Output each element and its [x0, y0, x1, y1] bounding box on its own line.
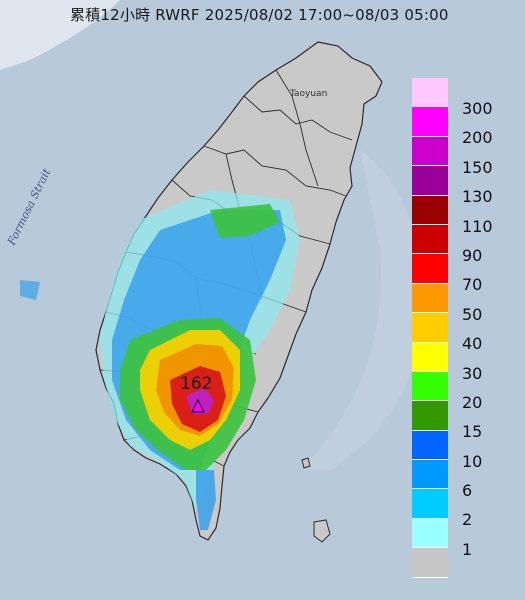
island-green — [301, 457, 311, 469]
legend-swatch — [412, 518, 448, 549]
legend-label: 150 — [462, 157, 493, 177]
city-label: Taoyuan — [289, 89, 327, 99]
legend-swatch — [412, 78, 448, 108]
sea-relief — [300, 150, 422, 470]
legend-label: 50 — [462, 304, 483, 324]
legend-color-scale — [412, 78, 448, 578]
legend-swatch — [412, 166, 448, 196]
max-rain-marker — [191, 398, 205, 413]
legend-swatch — [412, 313, 448, 343]
legend-swatch — [412, 489, 448, 519]
legend-labels: 300 200 150 130 110 90 70 50 40 30 20 15 10 6 2 1 — [462, 94, 493, 564]
legend-label: 90 — [462, 245, 483, 265]
legend-swatch — [412, 401, 448, 431]
legend-label: 6 — [462, 481, 473, 501]
legend-swatch — [412, 195, 448, 225]
legend-label: 2 — [462, 510, 473, 530]
legend-label: 300 — [462, 99, 493, 118]
island-orchid — [313, 519, 331, 543]
legend-swatch — [412, 107, 448, 137]
legend-swatch — [412, 342, 448, 372]
legend-label: 110 — [462, 216, 493, 236]
legend-swatch — [412, 136, 448, 167]
legend-swatch — [412, 224, 448, 255]
legend-label: 200 — [462, 128, 493, 148]
rainfall-overlay — [20, 190, 300, 530]
legend-swatch — [412, 254, 448, 284]
legend-swatch — [412, 283, 448, 314]
map-title: 累積12小時 RWRF 2025/08/02 17:00~08/03 05:00 — [70, 6, 449, 24]
legend-swatch — [412, 460, 448, 490]
legend-label: 130 — [462, 187, 493, 207]
legend-swatch — [412, 430, 448, 461]
legend-label: 15 — [462, 422, 483, 442]
legend-label: 20 — [462, 392, 483, 412]
legend-swatch — [412, 371, 448, 402]
legend-label: 1 — [462, 539, 473, 559]
legend-label: 70 — [462, 275, 483, 295]
legend-label: 40 — [462, 334, 483, 354]
legend-swatch — [412, 548, 448, 578]
legend-label: 30 — [462, 363, 483, 383]
max-rainfall-value: 162 — [180, 374, 213, 394]
legend-label: 10 — [462, 451, 483, 471]
cloud-patch — [0, 0, 120, 70]
